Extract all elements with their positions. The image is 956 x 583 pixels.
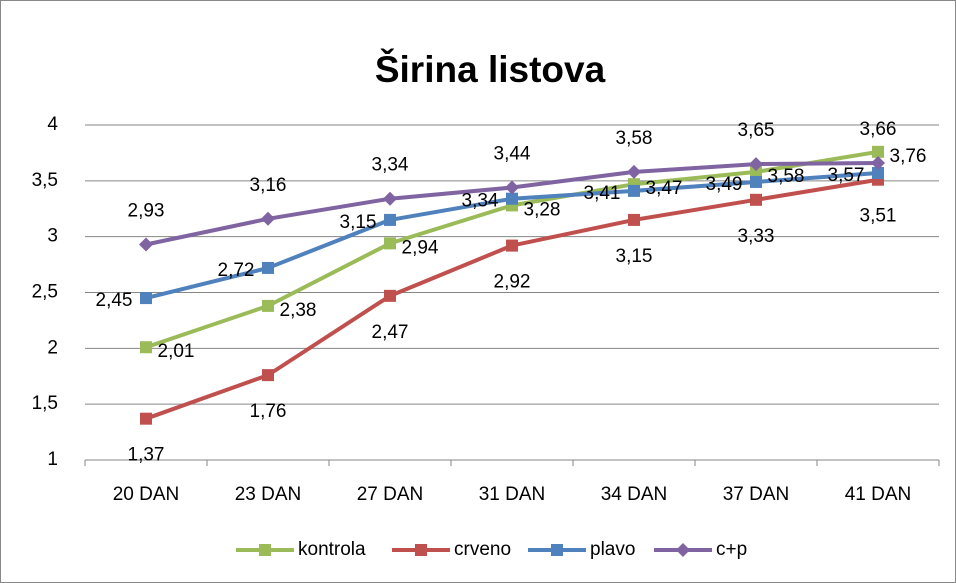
data-label: 3,58 [768,166,805,187]
marker [872,167,884,180]
chart-title: Širina listova [375,48,606,90]
marker [750,165,762,178]
legend-label: crveno [454,539,511,560]
marker [506,192,518,205]
y-tick-label: 2 [47,337,58,358]
marker [140,341,152,354]
marker [139,237,153,252]
marker [261,211,275,226]
y-tick-label: 1 [47,449,58,470]
data-label: 2,47 [372,322,409,343]
marker [628,213,640,226]
legend-label: c+p [716,539,747,560]
legend-marker [259,544,271,556]
legend-marker [676,543,690,557]
data-label: 2,93 [128,200,165,221]
data-label: 2,92 [494,272,531,293]
data-label: 3,66 [860,119,897,140]
data-label: 3,33 [738,226,775,247]
marker [262,261,274,274]
data-label: 3,65 [738,120,775,141]
data-label: 3,15 [340,212,377,233]
marker [505,180,519,195]
data-label: 1,76 [250,401,287,422]
x-tick-label: 31 DAN [479,484,546,505]
data-label: 3,34 [372,155,409,176]
y-tick-label: 1,5 [32,393,58,414]
x-tick-label: 34 DAN [601,484,668,505]
data-label: 3,76 [890,146,927,167]
marker [262,369,274,382]
data-label: 1,37 [128,445,165,466]
x-tick-label: 23 DAN [235,484,302,505]
marker [384,237,396,250]
data-label: 2,72 [218,260,255,281]
data-label: 2,45 [96,290,133,311]
data-label: 3,47 [646,178,683,199]
y-tick-label: 3,5 [32,170,58,191]
data-label: 2,01 [158,341,195,362]
marker [750,193,762,206]
marker [749,157,763,172]
data-label: 3,57 [828,165,865,186]
x-tick-label: 27 DAN [357,484,424,505]
data-label: 3,16 [250,175,287,196]
x-tick-label: 41 DAN [845,484,912,505]
marker [871,155,885,170]
data-label: 3,28 [524,199,561,220]
marker [262,299,274,312]
legend-label: kontrola [298,539,366,560]
y-tick-label: 3 [47,226,58,247]
data-label: 3,41 [584,183,621,204]
marker [140,412,152,425]
data-label: 3,15 [616,246,653,267]
legend-marker [551,544,563,556]
legend-marker [415,544,427,556]
data-label: 2,94 [402,237,439,258]
data-label: 2,38 [280,300,317,321]
marker [872,145,884,158]
marker [628,184,640,197]
x-tick-label: 20 DAN [113,484,180,505]
data-label: 3,49 [706,174,743,195]
y-tick-label: 2,5 [32,282,58,303]
marker [506,239,518,252]
data-label: 3,51 [860,206,897,227]
marker [750,175,762,188]
marker [384,213,396,226]
y-tick-label: 4 [47,114,58,135]
x-tick-label: 37 DAN [723,484,790,505]
data-label: 3,44 [494,144,531,165]
marker [627,164,641,179]
marker [383,191,397,206]
marker [140,292,152,305]
data-label: 3,34 [462,191,499,212]
marker [384,289,396,302]
legend-label: plavo [590,539,635,560]
data-label: 3,58 [616,128,653,149]
